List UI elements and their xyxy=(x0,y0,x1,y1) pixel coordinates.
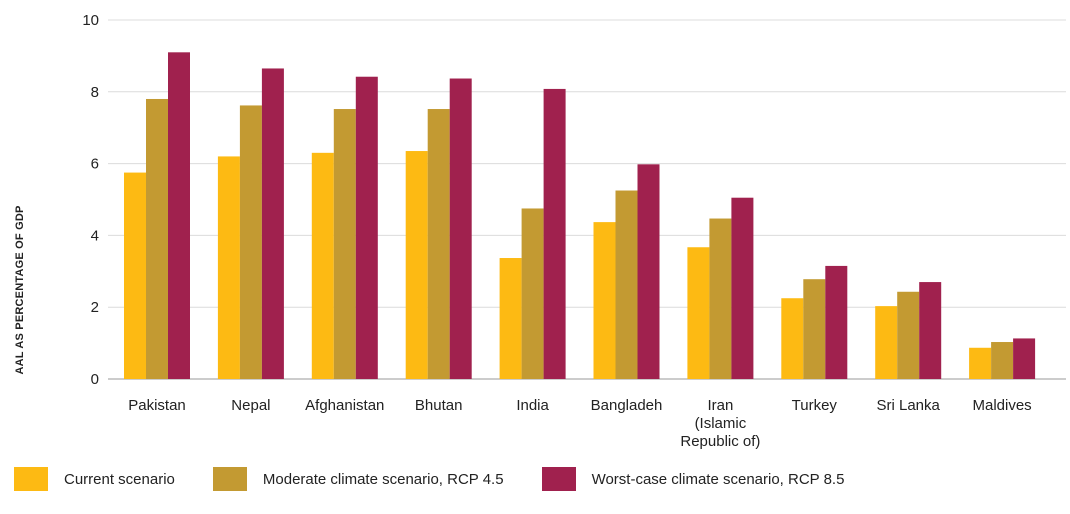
bar-turkey-series-0 xyxy=(781,298,804,379)
bar-maldives-series-1 xyxy=(991,342,1014,379)
bar-afghanistan-series-1 xyxy=(333,109,356,380)
legend-item-worst: Worst-case climate scenario, RCP 8.5 xyxy=(541,467,845,491)
bar-bangladeh-series-2 xyxy=(637,164,660,379)
x-tick-label: Bhutan xyxy=(415,397,463,414)
y-axis-label: AAL AS PERCENTAGE OF GDP xyxy=(14,205,26,375)
x-tick-label: Afghanistan xyxy=(305,397,384,414)
bar-afghanistan-series-0 xyxy=(311,152,334,379)
y-tick-label: 10 xyxy=(82,12,99,29)
y-tick-label: 4 xyxy=(91,227,99,244)
bar-india-series-2 xyxy=(543,88,566,379)
bar-turkey-series-2 xyxy=(825,265,848,379)
legend-swatch-moderate xyxy=(212,467,247,491)
y-tick-label: 6 xyxy=(91,156,99,173)
bar-pakistan-series-1 xyxy=(146,98,168,379)
bar-iran-islamic-republic-of--series-1 xyxy=(709,218,732,379)
y-tick-label: 8 xyxy=(91,84,99,101)
x-tick-label: Iran (Islamic Republic of) xyxy=(680,397,760,450)
x-axis-ticks: Pakistan Nepal Afghanistan Bhutan India Bangl… xyxy=(128,397,1031,450)
bar-sri-lanka-series-1 xyxy=(897,291,920,379)
bar-sri-lanka-series-0 xyxy=(875,306,898,379)
x-tick-label: Turkey xyxy=(792,397,838,414)
legend-swatch-current xyxy=(14,467,48,491)
bar-turkey-series-1 xyxy=(803,279,826,379)
y-tick-label: 2 xyxy=(91,299,99,316)
bar-india-series-0 xyxy=(499,258,522,379)
y-axis-ticks: 0 2 4 6 8 10 xyxy=(82,12,99,388)
bar-nepal-series-1 xyxy=(239,105,262,379)
bar-bhutan-series-0 xyxy=(405,151,428,379)
bar-iran-islamic-republic-of--series-2 xyxy=(731,197,754,379)
bar-nepal-series-2 xyxy=(261,68,284,379)
y-tick-label: 0 xyxy=(91,371,99,388)
bar-pakistan-series-0 xyxy=(124,172,146,379)
bar-pakistan-series-2 xyxy=(168,52,190,380)
bars xyxy=(124,52,1036,380)
legend-swatch-worst xyxy=(541,467,576,491)
bar-afghanistan-series-2 xyxy=(355,76,378,380)
x-tick-label: Pakistan xyxy=(128,397,186,414)
x-tick-label: Nepal xyxy=(231,397,270,414)
bar-iran-islamic-republic-of--series-0 xyxy=(687,247,710,379)
legend-label-worst: Worst-case climate scenario, RCP 8.5 xyxy=(591,470,845,488)
bar-bangladeh-series-1 xyxy=(615,190,638,379)
x-tick-label: Bangladeh xyxy=(591,397,663,414)
legend-label-current: Current scenario xyxy=(64,470,175,488)
legend-item-moderate: Moderate climate scenario, RCP 4.5 xyxy=(212,467,504,491)
x-tick-label: Maldives xyxy=(973,397,1032,414)
x-tick-label: Sri Lanka xyxy=(877,397,941,414)
bar-maldives-series-2 xyxy=(1013,338,1036,379)
bar-bhutan-series-2 xyxy=(449,78,472,379)
x-tick-label: India xyxy=(516,397,549,414)
bar-maldives-series-0 xyxy=(969,347,992,379)
legend-item-current: Current scenario xyxy=(14,467,175,491)
bar-nepal-series-0 xyxy=(217,156,240,379)
bar-bhutan-series-1 xyxy=(427,109,450,380)
bar-bangladeh-series-0 xyxy=(593,222,616,379)
bar-sri-lanka-series-2 xyxy=(919,282,942,379)
legend-label-moderate: Moderate climate scenario, RCP 4.5 xyxy=(262,470,504,488)
legend: Current scenario Moderate climate scenar… xyxy=(14,467,882,491)
bar-india-series-1 xyxy=(521,208,544,379)
